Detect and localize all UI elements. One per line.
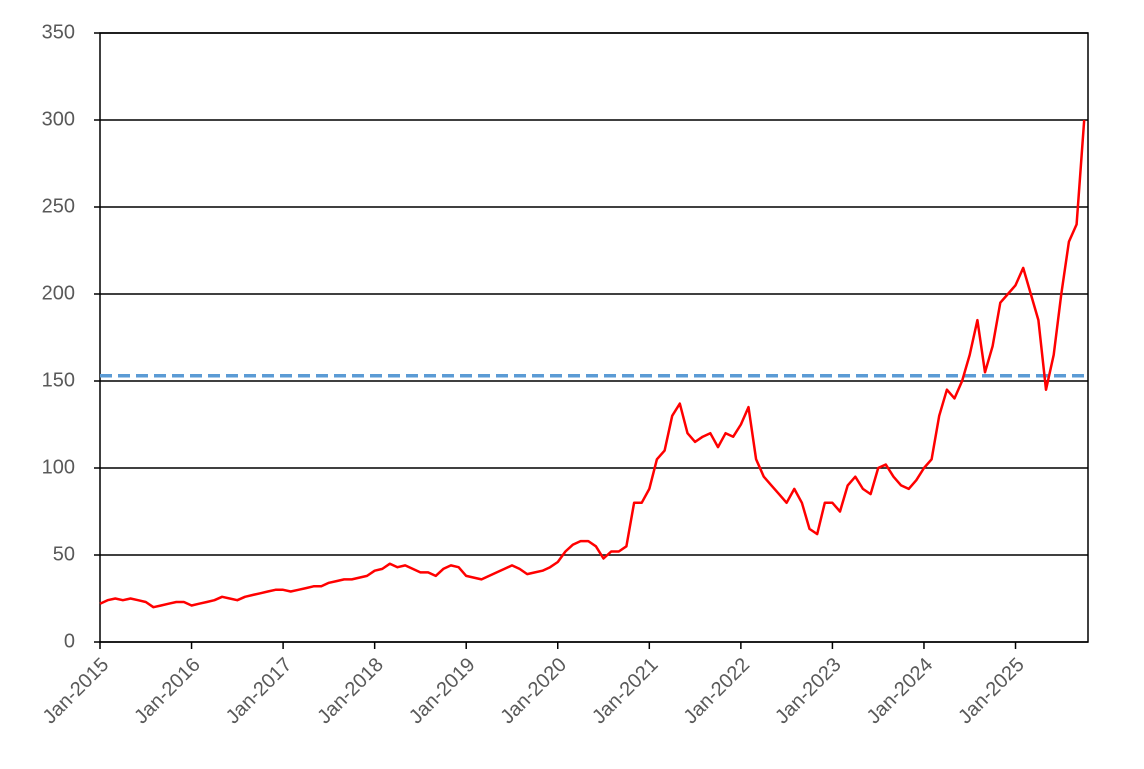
x-tick-label: Jan-2024 [863,654,938,729]
y-tick-label: 300 [42,108,75,130]
x-tick-label: Jan-2017 [222,654,297,729]
x-tick-label: Jan-2016 [130,654,205,729]
x-tick-label: Jan-2015 [39,654,114,729]
plot-frame [99,32,1089,643]
y-tick-label: 250 [42,195,75,217]
x-tick-label: Jan-2023 [771,654,846,729]
x-tick-label: Jan-2022 [680,654,755,729]
price-line [99,119,1086,609]
y-tick-label: 0 [64,630,75,652]
y-tick-label: 50 [53,543,75,565]
y-tick-label: 350 [42,21,75,43]
y-tick-label: 100 [42,456,75,478]
x-tick-label: Jan-2021 [588,654,663,729]
x-tick-label: Jan-2020 [496,654,571,729]
x-tick-label: Jan-2025 [954,654,1029,729]
y-tick-label: 200 [42,282,75,304]
y-tick-label: 150 [42,369,75,391]
x-tick-label: Jan-2019 [405,654,480,729]
x-tick-label: Jan-2018 [313,654,388,729]
